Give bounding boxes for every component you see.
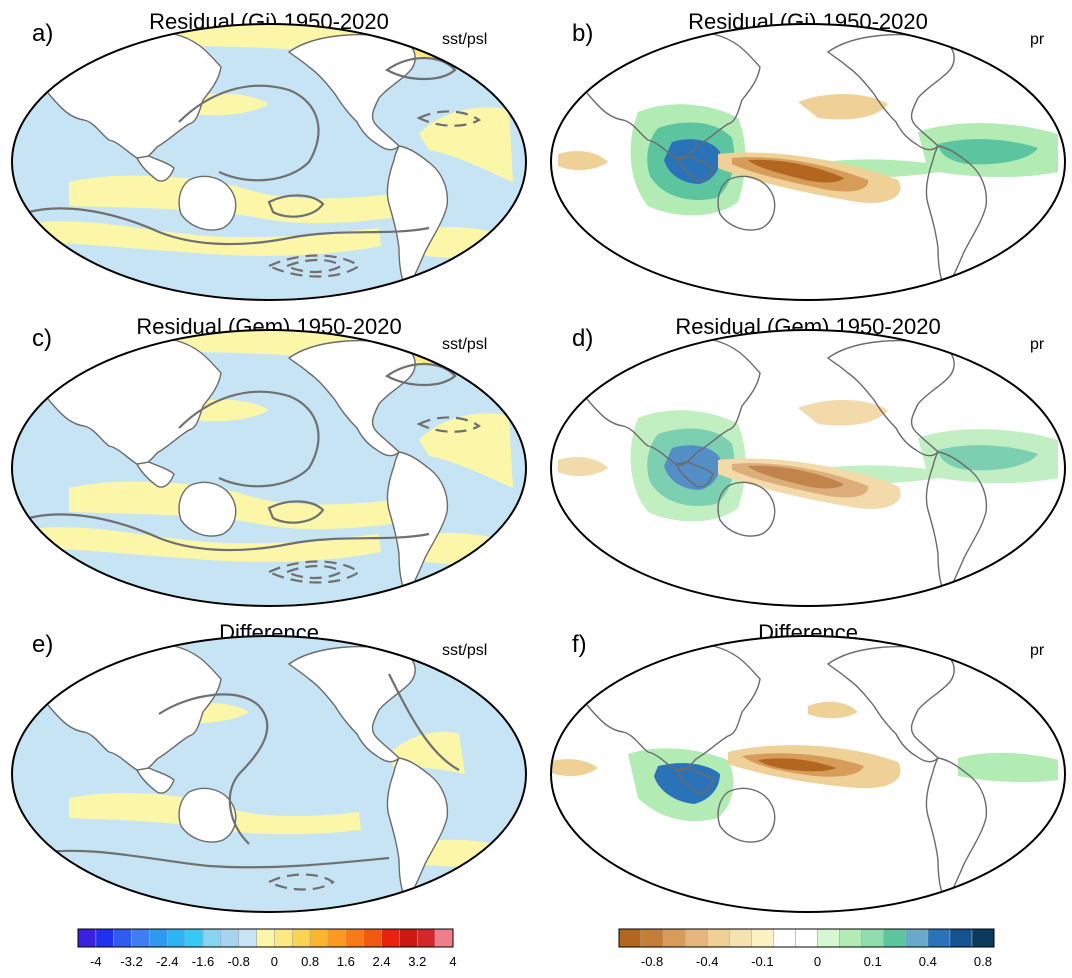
- colorbar-tick-label: 3.2: [408, 954, 426, 969]
- colorbar-pr: -0.8 -0.4 -0.1 0 0.1 0.4 0.8: [618, 928, 995, 969]
- colorbar-swatch: [238, 928, 257, 948]
- map-panel-f: [550, 635, 1066, 913]
- colorbar-swatch: [883, 928, 907, 948]
- colorbar-tick-label: 4: [449, 954, 456, 969]
- colorbar-swatch: [971, 928, 995, 948]
- map-panel-d: [550, 329, 1066, 607]
- colorbar-swatch: [220, 928, 240, 948]
- colorbar-tick-label: 0.8: [301, 954, 319, 969]
- colorbar-swatch: [77, 928, 97, 948]
- colorbar-tick-label: 0.1: [864, 954, 882, 969]
- colorbar-frame: [618, 928, 995, 948]
- colorbar-tick-label: -4: [90, 954, 102, 969]
- panel-variable: pr: [1030, 642, 1045, 659]
- colorbar-swatch: [363, 928, 382, 948]
- colorbar-tick-label: -2.4: [156, 954, 178, 969]
- colorbar-swatch: [706, 928, 730, 948]
- panel-label: b): [572, 20, 593, 47]
- panel-label: e): [32, 631, 53, 658]
- colorbar-swatch: [399, 928, 418, 948]
- colorbar-tick-label: -3.2: [120, 954, 142, 969]
- colorbar-tick-label: 0: [271, 954, 278, 969]
- colorbar-tick-label: 0.8: [974, 954, 992, 969]
- map-frame: [550, 329, 1066, 607]
- colorbar-swatch: [416, 928, 436, 948]
- sst-ocean-background: [12, 636, 526, 912]
- colorbar-swatch: [618, 928, 642, 948]
- colorbar-swatch: [149, 928, 168, 948]
- colorbar-swatch: [166, 928, 186, 948]
- panel-variable: sst/psl: [442, 336, 487, 353]
- map-panel-e: [11, 635, 527, 913]
- panel-label: d): [572, 325, 593, 352]
- panel-variable: pr: [1030, 31, 1045, 48]
- colorbar-swatch: [684, 928, 708, 948]
- colorbar-swatch: [728, 928, 752, 948]
- colorbar-swatch: [184, 928, 204, 948]
- colorbar-swatch: [662, 928, 686, 948]
- psl-contour-line: [158, 693, 269, 845]
- colorbar-swatch: [751, 928, 774, 948]
- colorbar-swatch: [773, 928, 796, 948]
- psl-contour-line: [28, 849, 390, 869]
- colorbar-swatch: [256, 928, 275, 948]
- map-frame: [11, 329, 527, 607]
- colorbar-swatch: [817, 928, 840, 948]
- colorbar-sst: -4 -3.2 -2.4 -1.6 -0.8 0 0.8 1.6 2.4 3.2 4: [77, 928, 457, 969]
- map-frame: [550, 23, 1066, 301]
- psl-contour-line: [388, 673, 460, 771]
- colorbar-swatch: [95, 928, 115, 948]
- map-frame: [550, 635, 1066, 913]
- colorbar-tick-label: -0.4: [696, 954, 718, 969]
- colorbar-swatch: [839, 928, 862, 948]
- colorbar-swatch: [949, 928, 973, 948]
- colorbar-swatch: [327, 928, 347, 948]
- map-frame: [11, 635, 527, 913]
- colorbar-swatch: [309, 928, 329, 948]
- colorbar-swatch: [202, 928, 222, 948]
- colorbar-swatch: [291, 928, 311, 948]
- panel-label: f): [572, 631, 587, 658]
- colorbar-swatch: [113, 928, 132, 948]
- map-panel-a: [11, 23, 527, 301]
- panel-variable: sst/psl: [442, 31, 487, 48]
- colorbar-tick-label: 0: [814, 954, 821, 969]
- colorbar-swatch: [795, 928, 818, 948]
- colorbar-tick-label: 0.4: [919, 954, 937, 969]
- colorbar-tick-label: 2.4: [373, 954, 391, 969]
- map-frame: [11, 23, 527, 301]
- map-panel-c: [11, 329, 527, 607]
- colorbar-tick-label: -1.6: [192, 954, 214, 969]
- colorbar-swatch: [640, 928, 664, 948]
- colorbar-swatch: [274, 928, 293, 948]
- colorbar-tick-label: -0.8: [228, 954, 250, 969]
- panel-label: a): [32, 20, 53, 47]
- colorbar-swatch: [861, 928, 885, 948]
- colorbar-swatch: [131, 928, 150, 948]
- colorbar-tick-label: -0.8: [641, 954, 663, 969]
- psl-contour-dashed: [266, 873, 335, 891]
- colorbar-tick-label: 1.6: [337, 954, 355, 969]
- colorbar-swatch: [905, 928, 929, 948]
- panel-label: c): [32, 325, 52, 352]
- panel-variable: sst/psl: [442, 642, 487, 659]
- colorbar-swatch: [927, 928, 951, 948]
- colorbar-swatch: [381, 928, 400, 948]
- panel-variable: pr: [1030, 336, 1045, 353]
- colorbar-tick-label: -0.1: [751, 954, 773, 969]
- colorbar-swatch: [434, 928, 454, 948]
- colorbar-frame: [77, 928, 454, 948]
- map-panel-b: [550, 23, 1066, 301]
- colorbar-swatch: [345, 928, 365, 948]
- panel-heading-d: d) Residual (Gem) 1950-2020 pr: [572, 314, 1045, 353]
